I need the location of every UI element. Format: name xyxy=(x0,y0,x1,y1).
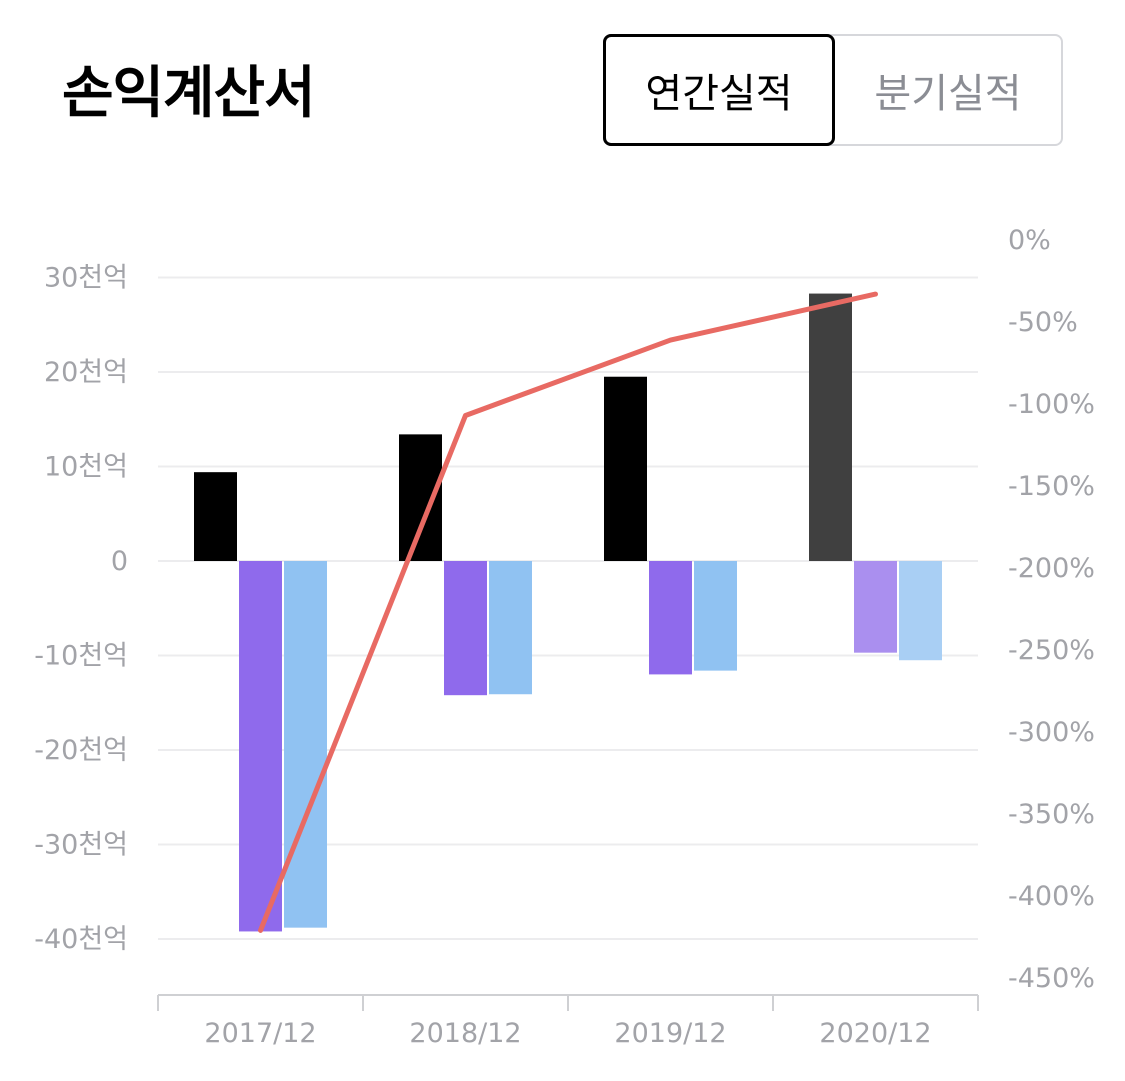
bar xyxy=(649,561,692,675)
y-tick-label: -30천억 xyxy=(34,830,128,861)
y2-tick-label: -400% xyxy=(1008,881,1095,912)
bar xyxy=(239,561,282,932)
y-tick-label: -20천억 xyxy=(34,735,128,766)
y-tick-label: -40천억 xyxy=(34,924,128,955)
y2-tick-label: -200% xyxy=(1008,553,1095,584)
bar xyxy=(854,561,897,653)
y2-tick-label: -100% xyxy=(1008,389,1095,420)
ratio-line xyxy=(258,291,878,933)
axes: 30천억 20천억 10천억 0 -10천억 -20천억 -30천억 -40천억 0% -50% -… xyxy=(34,225,1095,1049)
y2-tick-label: -250% xyxy=(1008,635,1095,666)
page-title: 손익계산서 xyxy=(62,61,316,126)
bar xyxy=(284,561,327,928)
bar xyxy=(444,561,487,696)
bars xyxy=(194,293,942,932)
bar xyxy=(694,561,737,671)
bar xyxy=(604,376,647,561)
y-tick-label: 30천억 xyxy=(44,263,128,294)
x-tick-label: 2018/12 xyxy=(409,1018,521,1049)
bar xyxy=(194,472,237,561)
y-tick-label: 10천억 xyxy=(44,452,128,483)
tab-annual[interactable]: 연간실적 xyxy=(603,34,835,146)
bar xyxy=(399,434,442,561)
x-tick-label: 2020/12 xyxy=(819,1018,931,1049)
ratio-series-line xyxy=(258,291,878,933)
tab-quarterly[interactable]: 분기실적 xyxy=(835,36,1061,144)
y2-tick-label: -450% xyxy=(1008,963,1095,994)
y-tick-label: 20천억 xyxy=(44,357,128,388)
x-tick-label: 2017/12 xyxy=(204,1018,316,1049)
x-tick-label: 2019/12 xyxy=(614,1018,726,1049)
bar xyxy=(489,561,532,695)
bar xyxy=(809,293,852,561)
y2-tick-label: 0% xyxy=(1008,225,1051,256)
y-tick-label: -10천억 xyxy=(34,641,128,672)
y2-tick-label: -350% xyxy=(1008,799,1095,830)
bar xyxy=(899,561,942,661)
period-toggle: 연간실적 분기실적 xyxy=(603,34,1063,146)
y2-tick-label: -50% xyxy=(1008,307,1078,338)
y2-tick-label: -150% xyxy=(1008,471,1095,502)
y2-tick-label: -300% xyxy=(1008,717,1095,748)
y-tick-label: 0 xyxy=(111,546,128,577)
